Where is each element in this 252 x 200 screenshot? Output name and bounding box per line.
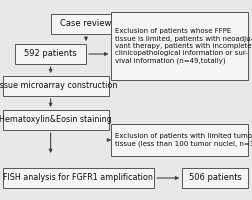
Text: Case review: Case review: [60, 20, 111, 28]
Text: 506 patients: 506 patients: [188, 173, 240, 182]
Text: Tissue microarray construction: Tissue microarray construction: [0, 81, 117, 90]
FancyBboxPatch shape: [3, 110, 108, 130]
FancyBboxPatch shape: [111, 124, 247, 156]
Text: Hematoxylin&Eosin staining: Hematoxylin&Eosin staining: [0, 116, 112, 124]
FancyBboxPatch shape: [181, 168, 247, 188]
FancyBboxPatch shape: [50, 14, 121, 34]
Text: 592 patients: 592 patients: [24, 49, 77, 58]
Text: Exclusion of patients whose FFPE
tissue is limited, patients with neoadju-
vant : Exclusion of patients whose FFPE tissue …: [115, 28, 252, 64]
Text: FISH analysis for FGFR1 amplification: FISH analysis for FGFR1 amplification: [4, 173, 153, 182]
FancyBboxPatch shape: [15, 44, 86, 64]
Text: Exclusion of patients with limited tumor
tissue (less than 100 tumor nuclei, n=3: Exclusion of patients with limited tumor…: [115, 133, 252, 147]
FancyBboxPatch shape: [3, 76, 108, 96]
FancyBboxPatch shape: [3, 168, 154, 188]
FancyBboxPatch shape: [111, 12, 247, 80]
